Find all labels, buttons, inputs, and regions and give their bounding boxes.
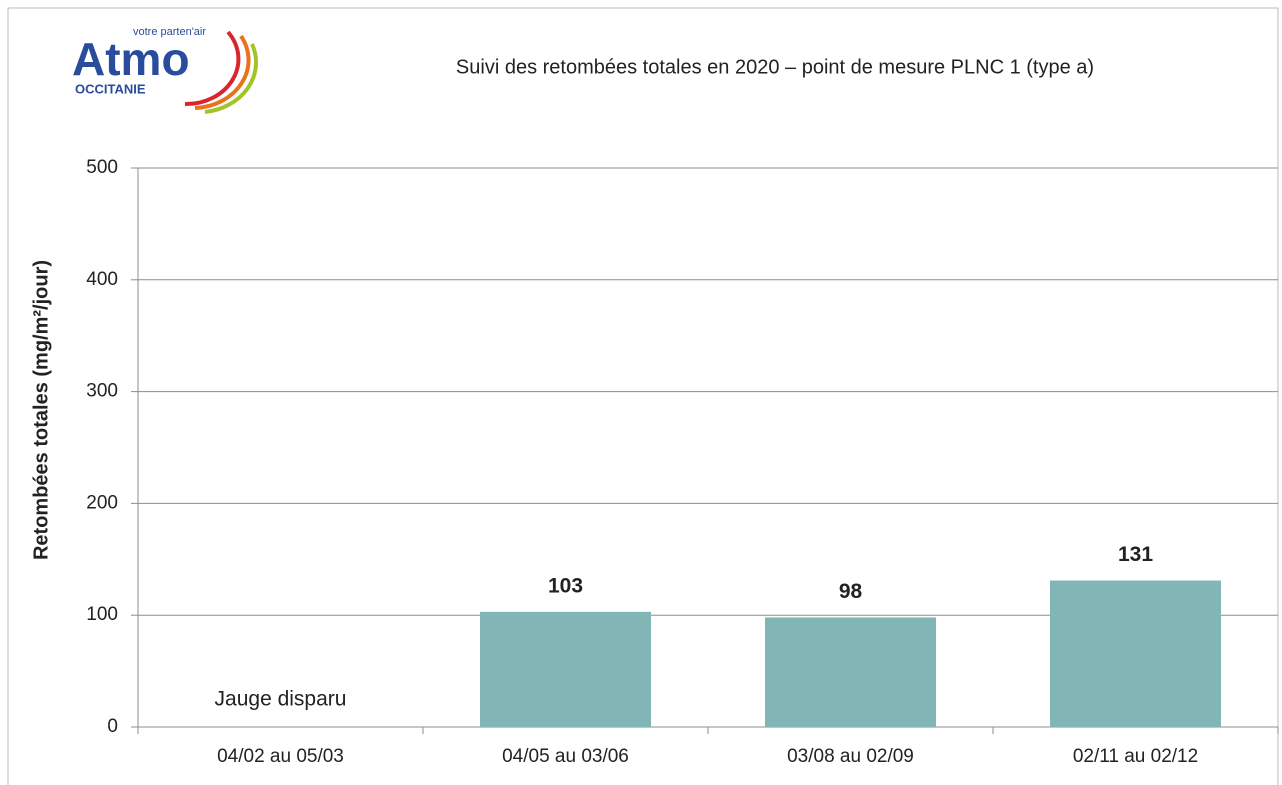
data-label: 131 xyxy=(1118,543,1153,566)
x-tick-label: 04/05 au 03/06 xyxy=(502,746,629,767)
logo-name: Atmo xyxy=(72,33,190,85)
y-tick-label: 0 xyxy=(107,716,118,737)
logo-arc xyxy=(194,34,251,110)
y-tick-label: 200 xyxy=(86,492,118,513)
data-label: 98 xyxy=(839,580,863,603)
y-tick-label: 100 xyxy=(86,604,118,625)
logo-tagline: votre parten'air xyxy=(133,26,206,38)
y-tick-label: 500 xyxy=(86,157,118,178)
x-tick-label: 04/02 au 05/03 xyxy=(217,746,344,767)
y-tick-label: 400 xyxy=(86,269,118,290)
bar xyxy=(765,617,936,727)
data-label: 103 xyxy=(548,574,583,597)
logo-region: OCCITANIE xyxy=(75,81,146,96)
annotation: Jauge disparu xyxy=(215,688,347,711)
bar xyxy=(480,611,651,727)
logo: votre parten'air Atmo OCCITANIE xyxy=(72,26,258,114)
chart-title: Suivi des retombées totales en 2020 – po… xyxy=(456,56,1094,78)
x-tick-label: 02/11 au 02/12 xyxy=(1073,746,1198,767)
y-axis-label: Retombées totales (mg/m²/jour) xyxy=(30,260,52,560)
logo-arc xyxy=(204,43,258,114)
x-tick-label: 03/08 au 02/09 xyxy=(787,746,914,767)
y-tick-label: 300 xyxy=(86,381,118,402)
frame xyxy=(7,7,1279,785)
bar xyxy=(1050,580,1221,727)
logo-arc xyxy=(184,30,241,107)
